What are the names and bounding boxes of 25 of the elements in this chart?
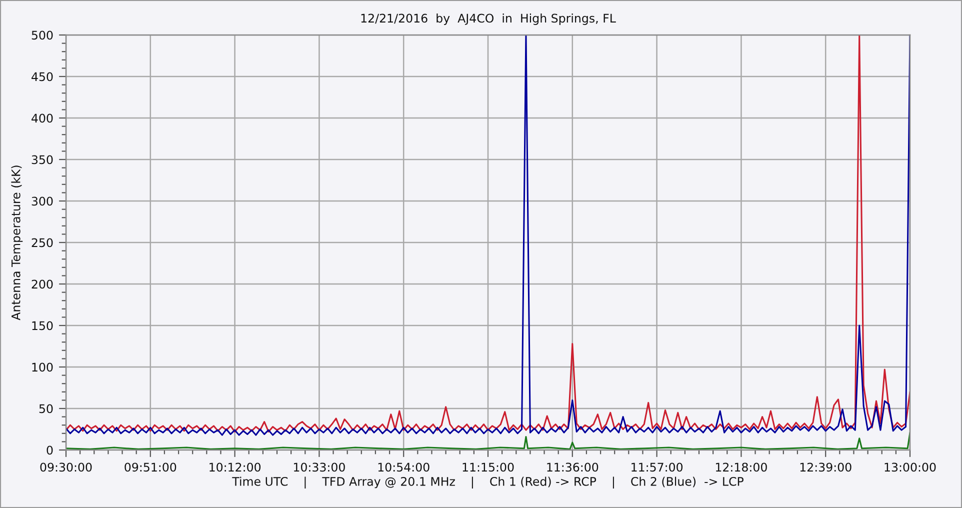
x-tick-label: 10:12:00 <box>210 462 261 472</box>
x-tick-label: 10:33:00 <box>294 462 345 472</box>
y-tick-label: 450 <box>32 72 53 82</box>
x-axis-title: Time UTC | TFD Array @ 20.1 MHz | Ch 1 (Red) -> RCP | Ch 2 (Blue) -> LCP <box>232 476 744 489</box>
y-tick-label: 0 <box>46 446 53 455</box>
y-tick-label: 150 <box>32 321 53 330</box>
y-tick-label: 200 <box>32 280 53 289</box>
x-tick-label: 11:15:00 <box>462 462 514 472</box>
y-tick-label: 300 <box>32 196 53 206</box>
y-tick-label: 100 <box>32 362 53 372</box>
x-tick-label: 13:00:00 <box>884 462 936 472</box>
x-tick-label: 09:30:00 <box>40 462 92 472</box>
x-tick-label: 12:18:00 <box>716 462 767 472</box>
x-tick-label: 11:57:00 <box>632 462 683 472</box>
y-axis-title: Antenna Temperature (kK) <box>11 166 23 320</box>
x-tick-label: 12:39:00 <box>800 462 852 472</box>
x-tick-label: 11:36:00 <box>547 462 598 472</box>
chart-title: 12/21/2016 by AJ4CO in High Springs, FL <box>361 14 616 25</box>
y-tick-label: 500 <box>32 30 53 40</box>
x-tick-label: 10:54:00 <box>378 462 430 472</box>
x-tick-label: 09:51:00 <box>124 462 176 472</box>
y-tick-label: 250 <box>32 238 53 248</box>
y-tick-label: 400 <box>32 114 53 123</box>
y-tick-label: 50 <box>39 404 53 414</box>
y-tick-label: 350 <box>32 155 53 164</box>
